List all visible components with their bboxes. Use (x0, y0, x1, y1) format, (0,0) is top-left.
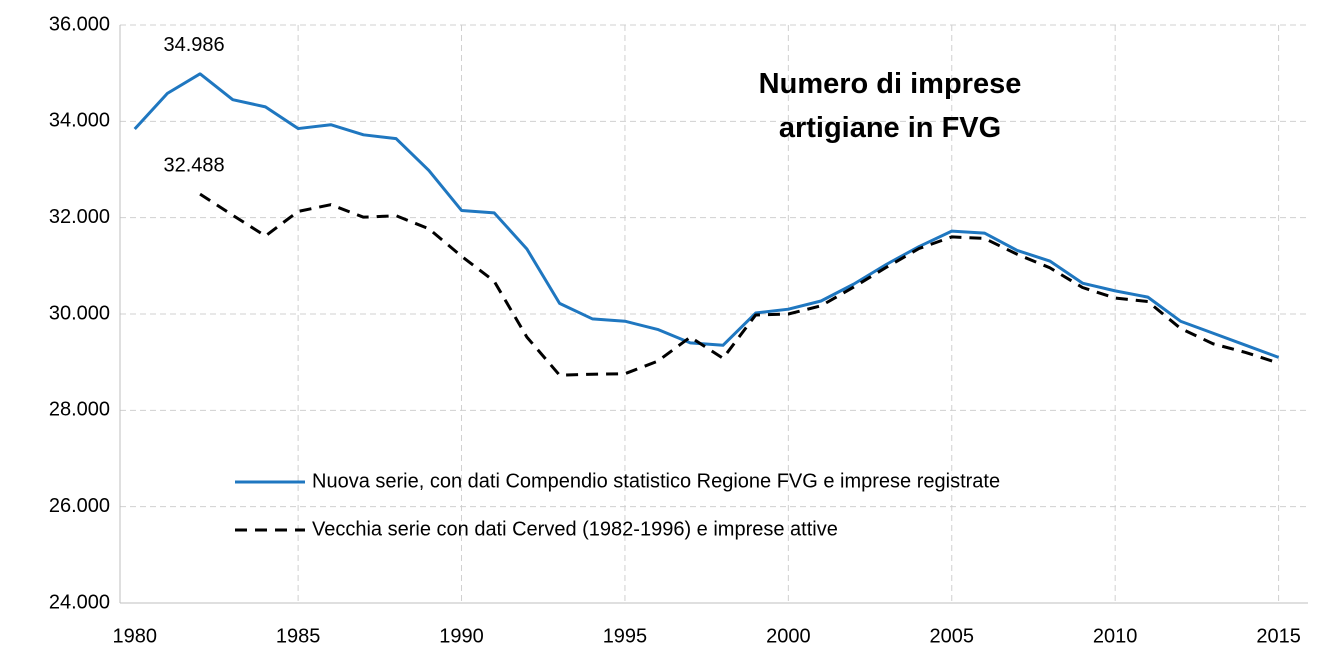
series-line (199, 192, 1280, 377)
data-label: 32.488 (163, 154, 224, 176)
y-tick-label: 30.000 (49, 302, 110, 324)
data-label: 34.986 (163, 34, 224, 56)
x-tick-label: 1980 (112, 625, 157, 647)
y-tick-label: 28.000 (49, 399, 110, 421)
y-tick-label: 34.000 (49, 110, 110, 132)
x-tick-label: 1995 (603, 625, 648, 647)
x-tick-label: 2000 (766, 625, 811, 647)
x-tick-label: 1990 (439, 625, 484, 647)
x-tick-label: 2010 (1093, 625, 1138, 647)
x-tick-label: 2005 (930, 625, 975, 647)
y-tick-label: 36.000 (49, 13, 110, 35)
series-line (133, 72, 1280, 359)
legend-label: Nuova serie, con dati Compendio statisti… (312, 470, 1000, 492)
legend-label: Vecchia serie con dati Cerved (1982-1996… (312, 518, 838, 540)
x-tick-label: 2015 (1256, 625, 1301, 647)
y-tick-label: 32.000 (49, 206, 110, 228)
y-tick-label: 24.000 (49, 591, 110, 613)
chart-title: Numero di imprese artigiane in FVG (758, 68, 1022, 144)
y-tick-label: 26.000 (49, 495, 110, 517)
x-tick-label: 1985 (276, 625, 321, 647)
